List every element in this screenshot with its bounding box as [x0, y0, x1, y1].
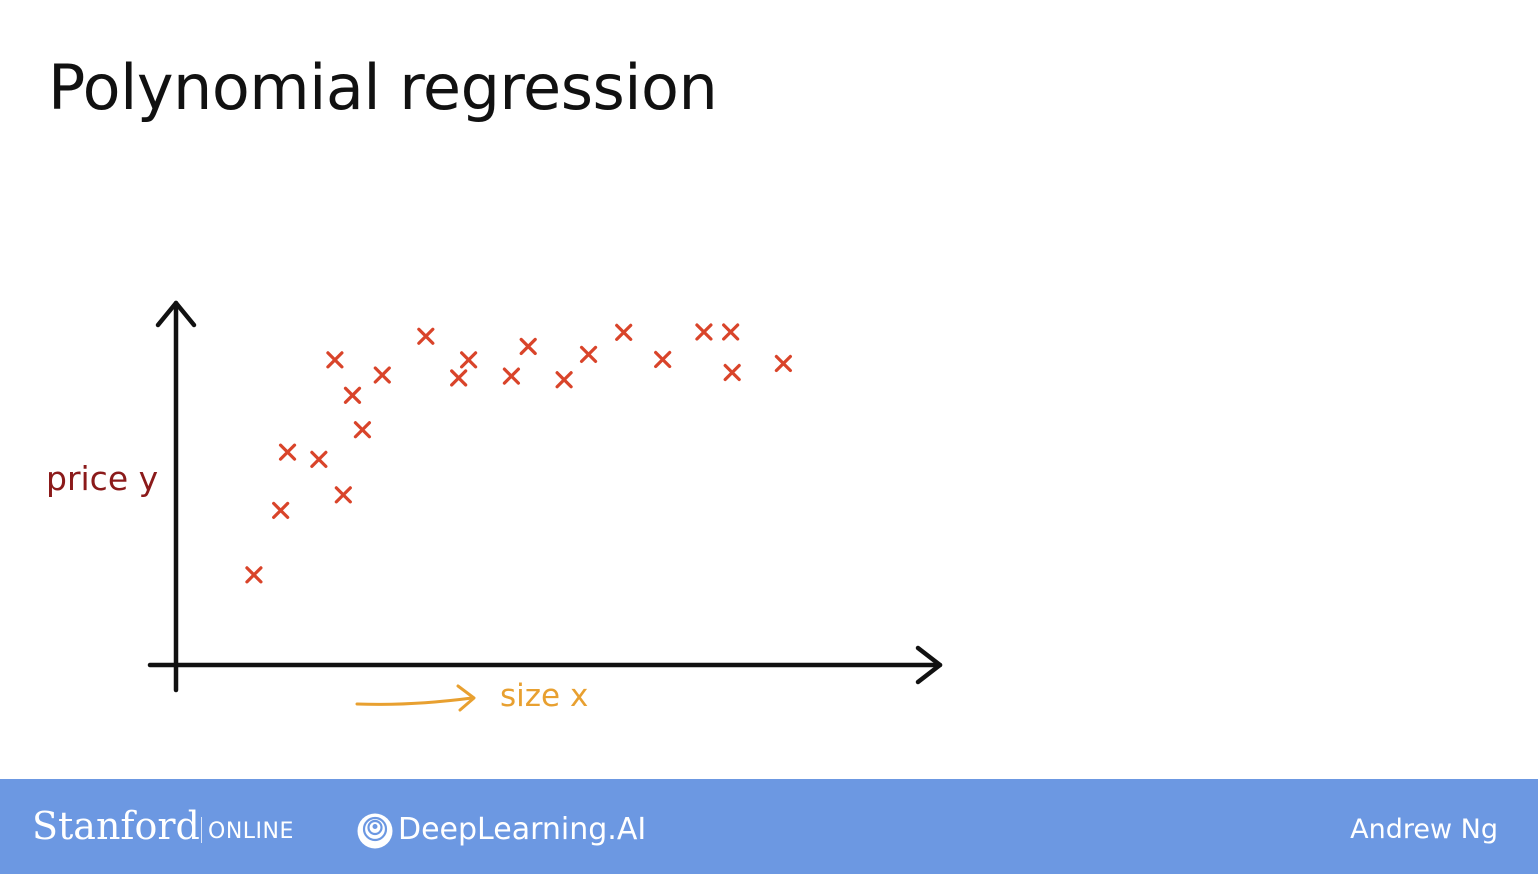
data-point [654, 350, 672, 369]
x-label-arrow [355, 696, 474, 706]
data-point [579, 345, 598, 364]
data-point [615, 323, 633, 341]
deeplearning-logo-text: DeepLearning.AI [398, 812, 647, 847]
data-point [373, 366, 391, 384]
data-point [245, 566, 263, 584]
scatter-chart: price y size x [46, 300, 943, 714]
x-axis-label: size x [500, 678, 588, 714]
online-logo-text: ONLINE [208, 819, 294, 844]
author-name: Andrew Ng [1350, 814, 1498, 845]
logo-divider [201, 817, 202, 843]
stanford-logo: Stanford [32, 804, 200, 848]
data-point [555, 371, 573, 389]
data-point [343, 386, 362, 404]
data-point [272, 501, 290, 520]
data-point [310, 450, 328, 468]
y-axis-label: price y [46, 459, 158, 498]
data-point [723, 363, 741, 382]
data-point [502, 367, 520, 385]
x-axis-arrowhead [915, 645, 943, 685]
slide-title: Polynomial regression [48, 51, 718, 124]
data-point [326, 351, 344, 369]
data-point [334, 486, 352, 504]
data-point [417, 327, 435, 345]
data-point [460, 351, 478, 369]
x-label-arrowhead [456, 684, 476, 712]
deeplearning-logo-icon [357, 813, 393, 849]
y-axis-arrowhead [155, 300, 197, 328]
data-point [278, 443, 297, 461]
footer-bar: Stanford ONLINE DeepLearning.AI Andrew N… [0, 779, 1538, 874]
data-point [519, 337, 537, 356]
data-points [245, 323, 792, 584]
data-point [722, 323, 740, 341]
data-point [774, 354, 792, 373]
data-point [450, 369, 468, 387]
data-point [353, 421, 372, 439]
chart-axes [147, 300, 943, 693]
data-point [695, 323, 713, 341]
